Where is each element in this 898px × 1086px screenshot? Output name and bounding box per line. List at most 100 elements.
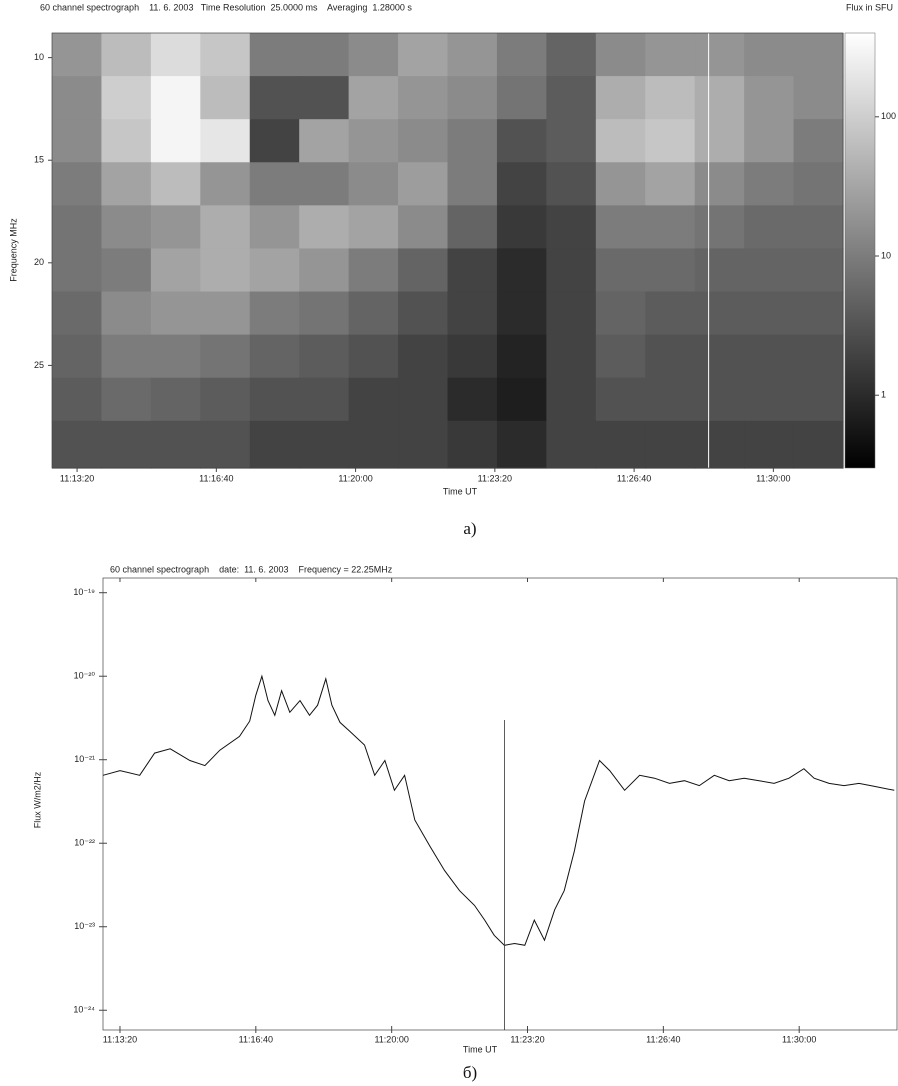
heatmap-cell xyxy=(52,420,103,469)
heatmap-cell xyxy=(496,76,547,120)
heatmap-cell xyxy=(496,162,547,206)
heatmap-cell xyxy=(496,248,547,293)
heatmap-cell xyxy=(101,76,152,120)
heatmap-cell xyxy=(348,248,399,293)
heatmap-cell xyxy=(249,119,300,163)
y-tick-label: 10⁻²³ xyxy=(74,921,95,931)
heatmap-cell xyxy=(299,205,350,250)
heatmap-cell xyxy=(546,76,597,120)
heatmap-cell xyxy=(52,334,103,379)
heatmap-cell xyxy=(249,334,300,379)
heatmap-cell xyxy=(348,119,399,163)
heatmap-cell xyxy=(496,33,547,77)
heatmap-cell xyxy=(496,291,547,336)
heatmap-cell xyxy=(398,33,449,77)
heatmap-cell xyxy=(299,420,350,469)
colorbar xyxy=(844,32,876,469)
chart-title: 60 channel spectrograph 11. 6. 2003 Time… xyxy=(40,2,412,12)
heatmap-cell xyxy=(249,291,300,336)
heatmap-cell xyxy=(348,33,399,77)
heatmap-cell xyxy=(348,334,399,379)
x-tick-label: 11:26:40 xyxy=(617,473,651,483)
heatmap-cell xyxy=(546,205,597,250)
heatmap-cell xyxy=(744,162,795,206)
y-axis-label: Frequency MHz xyxy=(8,218,18,282)
heatmap-cell xyxy=(150,420,201,469)
heatmap-cell xyxy=(150,119,201,163)
heatmap-cell xyxy=(348,291,399,336)
heatmap-cell xyxy=(200,248,251,293)
heatmap-cell xyxy=(249,248,300,293)
heatmap-cell xyxy=(52,162,103,206)
heatmap-cell xyxy=(447,248,498,293)
heatmap-cell xyxy=(101,205,152,250)
heatmap-cell xyxy=(595,248,646,293)
heatmap-cell xyxy=(793,334,844,379)
heatmap-cell xyxy=(744,76,795,120)
heatmap-cell xyxy=(200,205,251,250)
heatmap-cell xyxy=(496,205,547,250)
y-tick-label: 20 xyxy=(34,257,44,267)
heatmap-cell xyxy=(793,205,844,250)
flux-line xyxy=(102,674,895,946)
heatmap-cell xyxy=(348,377,399,422)
heatmap-cell xyxy=(398,76,449,120)
x-axis-label: Time UT xyxy=(443,486,478,496)
heatmap-cell xyxy=(694,76,745,120)
y-tick-label: 25 xyxy=(34,360,44,370)
heatmap-cell xyxy=(249,377,300,422)
heatmap-cell xyxy=(595,291,646,336)
heatmap-cell xyxy=(694,33,745,77)
heatmap-cell xyxy=(150,205,201,250)
heatmap-cell xyxy=(150,76,201,120)
caption: б) xyxy=(463,1063,477,1082)
x-tick-label: 11:30:00 xyxy=(782,1034,816,1044)
x-tick-label: 11:16:40 xyxy=(199,473,233,483)
heatmap-cell xyxy=(398,420,449,469)
heatmap-cell xyxy=(447,205,498,250)
y-tick-label: 10⁻²¹ xyxy=(74,754,95,764)
heatmap-cell xyxy=(447,334,498,379)
heatmap-cell xyxy=(744,205,795,250)
heatmap-cell xyxy=(398,334,449,379)
heatmap-cell xyxy=(595,420,646,469)
heatmap-cell xyxy=(694,334,745,379)
heatmap-cell xyxy=(694,377,745,422)
heatmap-cell xyxy=(744,377,795,422)
heatmap-cell xyxy=(645,334,696,379)
heatmap-cell xyxy=(595,76,646,120)
heatmap-cell xyxy=(694,248,745,293)
heatmap-cell xyxy=(595,377,646,422)
heatmap-cell xyxy=(200,334,251,379)
heatmap-cell xyxy=(645,162,696,206)
x-tick-label: 11:26:40 xyxy=(646,1034,680,1044)
heatmap-cell xyxy=(101,33,152,77)
heatmap-cell xyxy=(546,248,597,293)
heatmap-cell xyxy=(299,291,350,336)
heatmap-cell xyxy=(694,291,745,336)
heatmap-cell xyxy=(348,420,399,469)
heatmap-cell xyxy=(645,33,696,77)
heatmap-cell xyxy=(150,291,201,336)
colorbar-tick-label: 100 xyxy=(881,111,896,121)
y-tick-label: 10⁻²² xyxy=(74,838,95,848)
heatmap-cell xyxy=(249,205,300,250)
heatmap-cell xyxy=(694,420,745,469)
heatmap-cell xyxy=(200,33,251,77)
x-tick-label: 11:23:20 xyxy=(510,1034,544,1044)
heatmap-cell xyxy=(645,76,696,120)
heatmap-cell xyxy=(52,33,103,77)
heatmap-cell xyxy=(150,377,201,422)
heatmap-cell xyxy=(52,291,103,336)
heatmap-cell xyxy=(200,420,251,469)
heatmap-cell xyxy=(645,119,696,163)
heatmap-cell xyxy=(398,377,449,422)
colorbar-tick-label: 1 xyxy=(881,390,886,400)
heatmap-cell xyxy=(249,33,300,77)
heatmap-cell xyxy=(694,162,745,206)
y-axis-label: Flux W/m2/Hz xyxy=(32,771,42,828)
heatmap-cell xyxy=(299,76,350,120)
x-tick-label: 11:20:00 xyxy=(374,1034,408,1044)
heatmap-cell xyxy=(595,162,646,206)
